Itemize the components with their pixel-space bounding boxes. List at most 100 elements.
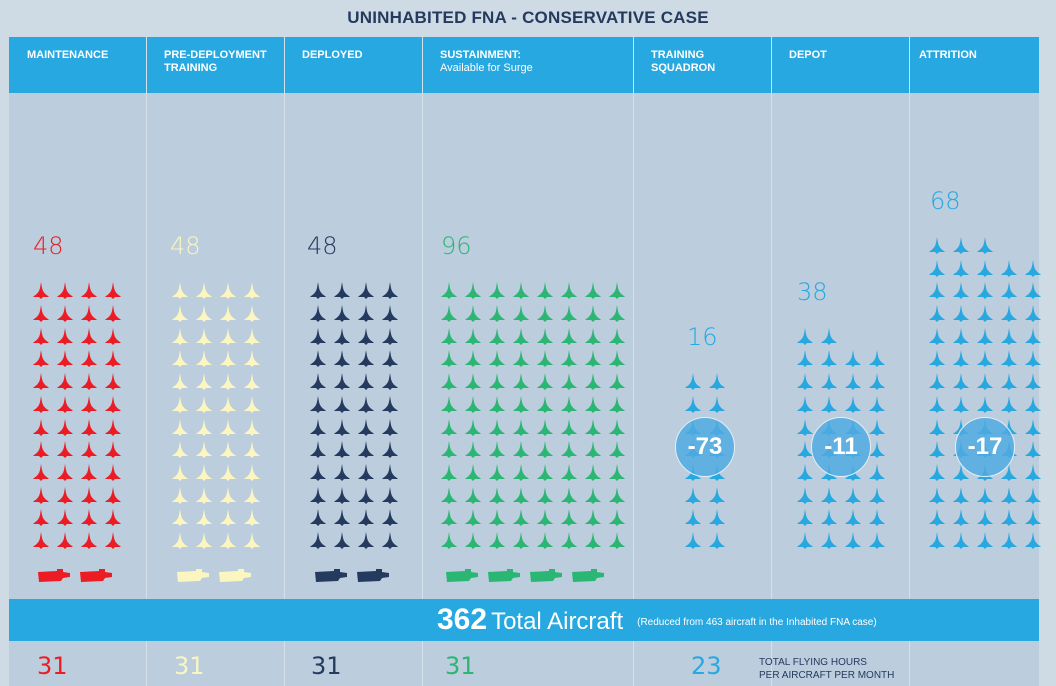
aircraft-icon xyxy=(537,418,553,436)
aircraft-icon xyxy=(105,441,121,459)
aircraft-icon xyxy=(57,373,73,391)
aircraft-icon xyxy=(81,486,97,504)
aircraft-icon xyxy=(929,373,945,391)
aircraft-icon xyxy=(33,509,49,527)
aircraft-icon xyxy=(821,486,837,504)
aircraft-icon xyxy=(869,373,885,391)
aircraft-count-label: 48 xyxy=(33,232,64,261)
aircraft-icon xyxy=(513,395,529,413)
aircraft-icon xyxy=(310,395,326,413)
aircraft-icon xyxy=(929,236,945,254)
chart-title: UNINHABITED FNA - CONSERVATIVE CASE xyxy=(347,8,709,27)
total-aircraft-label: Total Aircraft xyxy=(491,608,624,635)
aircraft-icon xyxy=(196,532,212,549)
aircraft-icon xyxy=(196,463,212,481)
aircraft-icon xyxy=(513,463,529,481)
aircraft-icon xyxy=(929,441,945,459)
aircraft-icon xyxy=(172,509,188,527)
aircraft-icon xyxy=(929,282,945,300)
aircraft-icon xyxy=(310,373,326,391)
header-label: PRE-DEPLOYMENT TRAINING xyxy=(164,49,267,74)
aircraft-icon xyxy=(797,509,813,527)
aircraft-icon xyxy=(797,395,813,413)
aircraft-icon xyxy=(1001,509,1017,527)
aircraft-icon xyxy=(1001,305,1017,322)
aircraft-icon xyxy=(513,509,529,527)
aircraft-icon xyxy=(561,350,577,368)
reduction-bubble: -73 xyxy=(675,417,735,477)
aircraft-icon xyxy=(1001,463,1017,481)
aircraft-icon xyxy=(953,259,969,277)
flying-hours-value: 31 xyxy=(445,652,476,680)
aircraft-icon xyxy=(196,373,212,391)
aircraft-icon xyxy=(845,486,861,504)
aircraft-icon xyxy=(57,282,73,300)
aircraft-icon xyxy=(1025,259,1041,277)
flying-hours-value: 31 xyxy=(311,652,342,680)
aircraft-icon xyxy=(441,350,457,368)
aircraft-icon xyxy=(953,486,969,504)
aircraft-icon xyxy=(797,350,813,368)
aircraft-icon xyxy=(81,532,97,549)
aircraft-icon xyxy=(33,395,49,413)
column-divider xyxy=(771,641,772,686)
aircraft-icon xyxy=(382,327,398,345)
total-aircraft-value: 362 xyxy=(437,603,488,636)
flying-hours-label: TOTAL FLYING HOURS PER AIRCRAFT PER MONT… xyxy=(759,656,894,682)
aircraft-icon xyxy=(953,509,969,527)
flying-hours-value: 31 xyxy=(37,652,68,680)
header-label: TRAINING SQUADRON xyxy=(651,49,716,74)
aircraft-icon xyxy=(465,418,481,436)
aircraft-icon xyxy=(105,327,121,345)
aircraft-icon xyxy=(334,395,350,413)
aircraft-icon xyxy=(929,259,945,277)
aircraft-icon xyxy=(797,463,813,481)
flying-hours-value: 31 xyxy=(174,652,205,680)
aircraft-icon xyxy=(334,463,350,481)
aircraft-icon xyxy=(358,305,374,322)
aircraft-icon xyxy=(244,441,260,459)
aircraft-icon xyxy=(1025,305,1041,322)
aircraft-icon xyxy=(821,327,837,345)
flying-hours-label-line2: PER AIRCRAFT PER MONTH xyxy=(759,670,895,681)
aircraft-icon xyxy=(489,327,505,345)
aircraft-icon xyxy=(334,373,350,391)
header-deployed: DEPLOYED xyxy=(284,37,422,93)
aircraft-icon xyxy=(220,395,236,413)
aircraft-icon xyxy=(709,532,725,549)
header-label: DEPLOYED xyxy=(302,49,363,61)
aircraft-icon xyxy=(537,350,553,368)
column-divider xyxy=(422,37,423,599)
aircraft-icon xyxy=(1001,532,1017,549)
aircraft-icon xyxy=(382,350,398,368)
aircraft-icon xyxy=(334,327,350,345)
aircraft-icon xyxy=(57,441,73,459)
aircraft-icon xyxy=(797,373,813,391)
aircraft-icon xyxy=(310,486,326,504)
aircraft-icon xyxy=(513,532,529,549)
aircraft-icon xyxy=(869,532,885,549)
aircraft-icon xyxy=(105,463,121,481)
aircraft-icon xyxy=(105,418,121,436)
aircraft-icon xyxy=(382,395,398,413)
aircraft-icon xyxy=(609,373,625,391)
aircraft-icon xyxy=(382,441,398,459)
aircraft-icon xyxy=(196,418,212,436)
aircraft-icon xyxy=(953,373,969,391)
aircraft-icon xyxy=(845,350,861,368)
aircraft-icon xyxy=(33,373,49,391)
aircraft-count-label: 48 xyxy=(307,232,338,261)
aircraft-icon xyxy=(977,373,993,391)
aircraft-icon xyxy=(465,327,481,345)
aircraft-icon xyxy=(220,282,236,300)
aircraft-icon xyxy=(81,395,97,413)
aircraft-icon xyxy=(609,282,625,300)
aircraft-icon xyxy=(537,282,553,300)
aircraft-icon xyxy=(513,350,529,368)
aircraft-icon xyxy=(244,509,260,527)
carrier-ship-icon xyxy=(219,569,251,582)
aircraft-icon xyxy=(1025,418,1041,436)
aircraft-icon xyxy=(609,418,625,436)
header-sustainment: SUSTAINMENT: Available for Surge xyxy=(422,37,633,93)
aircraft-icon xyxy=(220,509,236,527)
